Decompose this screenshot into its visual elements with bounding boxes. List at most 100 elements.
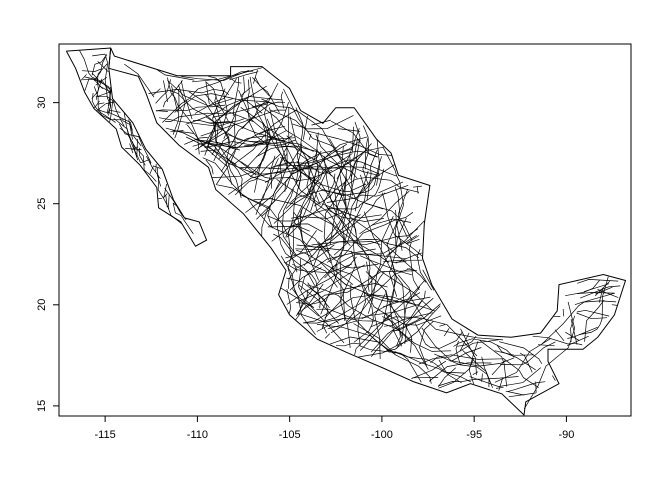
road-line <box>233 143 258 165</box>
x-tick-label: -115 <box>95 429 116 441</box>
road-line <box>94 80 103 89</box>
road-line <box>385 290 401 346</box>
road-line <box>326 184 409 203</box>
road-line <box>322 324 328 334</box>
road-line <box>165 194 168 208</box>
road-line <box>398 235 417 247</box>
road-line <box>318 192 384 222</box>
road-line <box>290 150 379 176</box>
y-tick-label: 25 <box>36 198 48 210</box>
road-line <box>261 209 270 217</box>
road-line <box>472 371 479 376</box>
road-line <box>240 194 288 234</box>
road-line <box>82 78 111 115</box>
road-line <box>244 134 265 147</box>
road-line <box>279 156 367 192</box>
road-line <box>289 116 321 205</box>
road-line <box>147 157 170 210</box>
road-line <box>507 381 546 392</box>
road-line <box>438 359 462 384</box>
road-line <box>228 95 273 149</box>
road-line <box>192 118 245 124</box>
road-line <box>303 268 411 324</box>
road-line <box>576 309 610 317</box>
road-line <box>409 242 420 290</box>
road-line <box>370 218 412 226</box>
road-line <box>286 256 357 305</box>
road-line <box>155 163 157 172</box>
road-line <box>439 324 446 327</box>
road-line <box>280 91 285 109</box>
road-line <box>172 89 180 135</box>
road-line <box>296 156 382 196</box>
road-line <box>334 268 442 326</box>
road-line <box>181 69 250 81</box>
road-line <box>308 133 312 141</box>
road-line <box>292 263 321 309</box>
road-line <box>567 335 589 347</box>
road-line <box>192 67 263 83</box>
road-line <box>104 54 112 116</box>
road-line <box>287 167 318 293</box>
road-line <box>162 70 254 123</box>
road-line <box>421 327 515 367</box>
road-line <box>300 248 376 291</box>
road-line <box>185 136 237 165</box>
road-line <box>494 338 551 383</box>
road-line <box>228 169 287 195</box>
road-line <box>313 192 386 267</box>
road-line <box>261 163 295 237</box>
road-line <box>122 120 133 140</box>
road-line <box>119 127 137 149</box>
road-line <box>301 270 416 311</box>
road-line <box>249 76 288 169</box>
road-line <box>299 222 381 248</box>
mexico-road-lines <box>65 47 627 417</box>
road-line <box>172 202 194 234</box>
road-line <box>337 176 420 214</box>
road-line <box>226 156 243 196</box>
road-line <box>80 74 87 81</box>
road-line <box>363 211 406 318</box>
road-line <box>285 190 384 210</box>
road-line <box>200 149 220 152</box>
road-line <box>118 123 152 164</box>
road-line <box>438 367 457 387</box>
x-tick-label: -110 <box>187 429 208 441</box>
road-line <box>251 101 270 108</box>
road-line <box>552 375 556 381</box>
road-line <box>217 184 313 258</box>
road-line <box>238 89 267 145</box>
road-line <box>330 297 373 334</box>
road-line <box>324 215 356 319</box>
road-line <box>317 241 379 269</box>
road-line <box>353 298 374 343</box>
road-line <box>500 341 556 366</box>
road-line <box>146 156 152 164</box>
road-line <box>580 285 621 299</box>
road-line <box>286 288 292 314</box>
road-line <box>212 88 226 131</box>
road-line <box>234 152 282 196</box>
road-line <box>163 80 168 102</box>
road-line <box>184 137 208 145</box>
road-line <box>359 271 389 351</box>
road-line <box>565 279 600 297</box>
road-line <box>321 203 382 219</box>
road-line <box>129 143 134 154</box>
road-line <box>136 138 138 157</box>
y-axis: 15 20 25 30 <box>36 97 59 412</box>
road-line <box>577 279 619 284</box>
road-line <box>240 148 353 170</box>
road-line <box>195 123 236 151</box>
road-line <box>354 228 419 246</box>
road-line <box>170 90 229 145</box>
x-tick-label: -105 <box>279 429 301 441</box>
road-line <box>98 102 105 105</box>
road-line <box>359 345 466 374</box>
road-line <box>353 220 371 292</box>
road-line <box>291 288 316 335</box>
road-line <box>386 242 396 303</box>
road-line <box>194 78 237 114</box>
